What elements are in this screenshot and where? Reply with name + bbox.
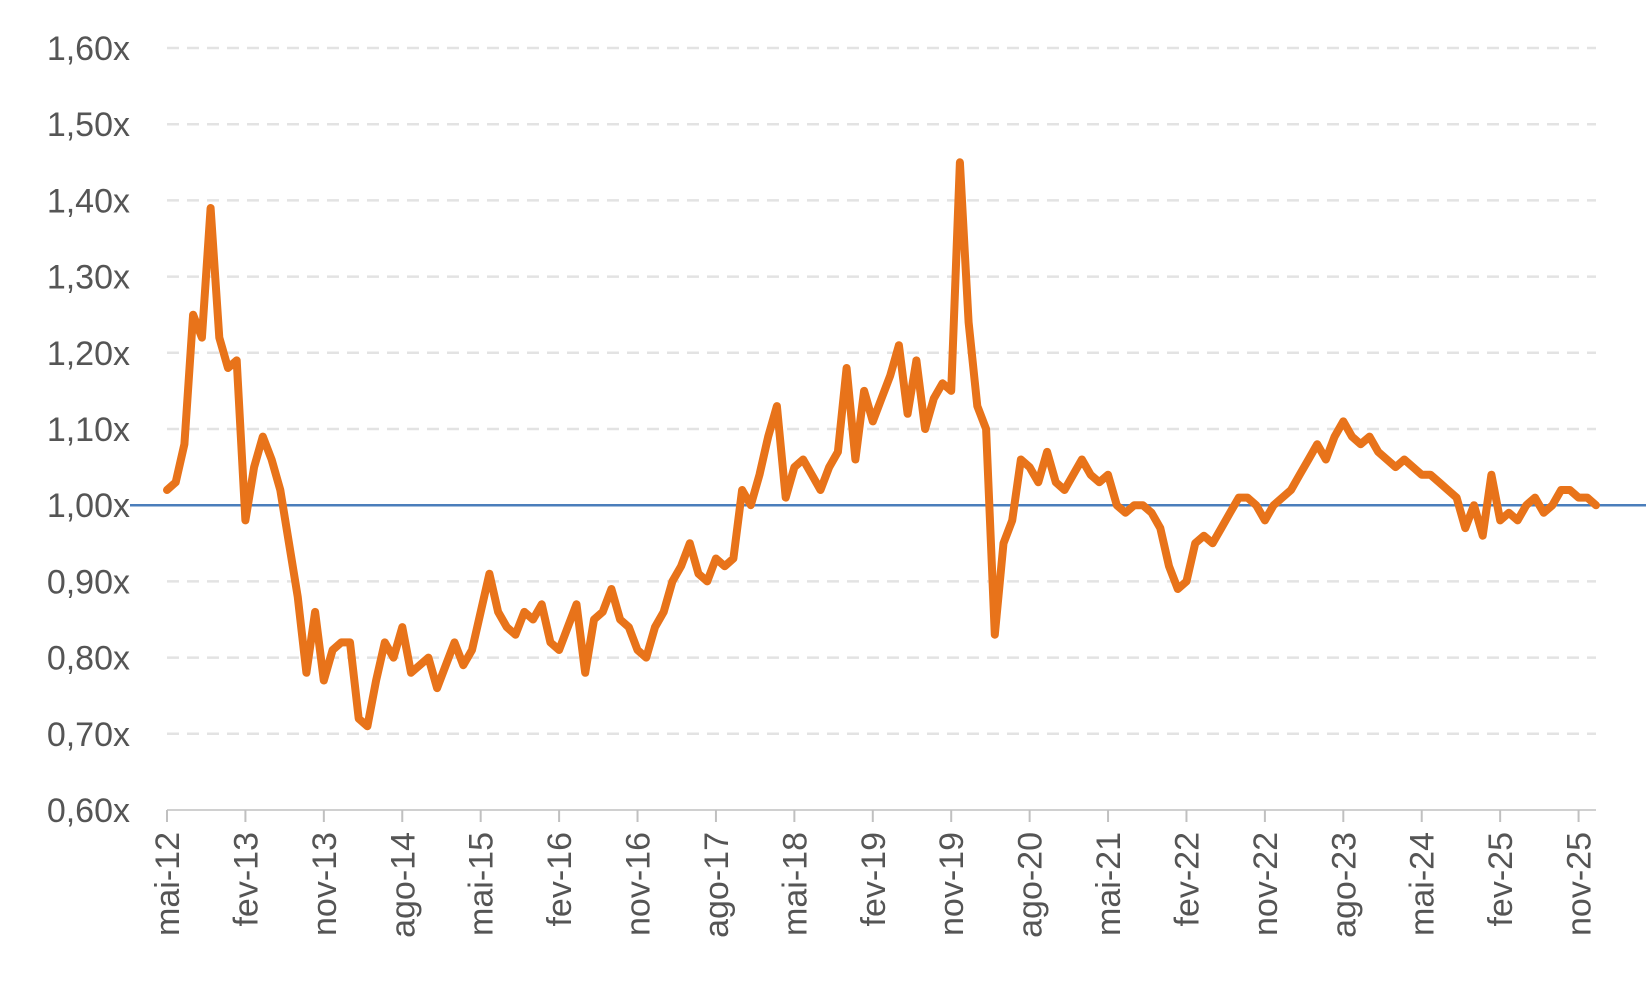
x-axis: mai-12 fev-13 nov-13 ago-14 mai-15 fev-16 nov-… (149, 809, 1599, 938)
x-tick-label: fev-25 (1482, 832, 1520, 927)
y-tick-label: 1,00x (47, 487, 130, 525)
y-tick-label: 0,90x (47, 563, 130, 601)
x-tick-label: mai-15 (463, 832, 501, 936)
x-tick-label: nov-19 (933, 832, 971, 936)
x-tick-label: mai-12 (149, 832, 187, 936)
x-tick-label: nov-22 (1247, 832, 1285, 936)
x-tick-label: nov-13 (306, 832, 344, 936)
x-tick-label: fev-19 (855, 832, 893, 927)
y-tick-label: 0,60x (47, 792, 130, 830)
x-tick-label: ago-14 (384, 832, 422, 938)
x-tick-label: fev-16 (541, 832, 579, 927)
x-tick-label: nov-25 (1561, 832, 1599, 936)
series-line (163, 158, 1600, 731)
x-tick-label: ago-17 (698, 832, 736, 938)
x-tick-label: mai-18 (776, 832, 814, 936)
y-tick-label: 0,80x (47, 640, 130, 678)
y-tick-label: 1,60x (47, 30, 130, 68)
x-tick-label: fev-22 (1168, 832, 1206, 927)
y-tick-label: 1,20x (47, 335, 130, 373)
x-tick-label: ago-20 (1012, 832, 1050, 938)
y-tick-label: 1,10x (47, 411, 130, 449)
x-tick-label: mai-24 (1404, 832, 1442, 936)
series-layer (163, 158, 1600, 731)
y-axis: 0,60x 0,70x 0,80x 0,90x 1,00x 1,10x 1,20x 1,30x… (47, 30, 130, 830)
y-tick-label: 1,30x (47, 259, 130, 297)
x-tick-label: ago-23 (1325, 832, 1363, 938)
x-tick-label: fev-13 (227, 832, 265, 927)
y-tick-label: 1,40x (47, 182, 130, 220)
x-tick-label: mai-21 (1090, 832, 1128, 936)
x-tick-label: nov-16 (620, 832, 658, 936)
y-tick-label: 1,50x (47, 106, 130, 144)
y-tick-label: 0,70x (47, 716, 130, 754)
